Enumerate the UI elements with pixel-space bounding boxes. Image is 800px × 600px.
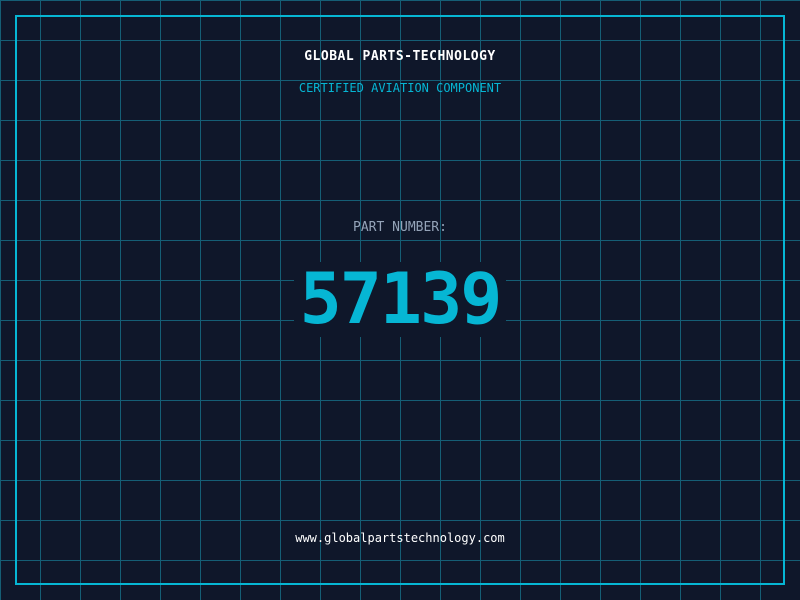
company-title: GLOBAL PARTS-TECHNOLOGY (304, 49, 496, 64)
part-number-label: PART NUMBER: (353, 220, 447, 235)
part-number-value: 57139 (293, 262, 507, 337)
part-number-display: 57139 (0, 262, 800, 337)
website-url: www.globalpartstechnology.com (295, 531, 505, 545)
border-frame (15, 15, 785, 585)
company-subtitle: CERTIFIED AVIATION COMPONENT (298, 81, 502, 95)
